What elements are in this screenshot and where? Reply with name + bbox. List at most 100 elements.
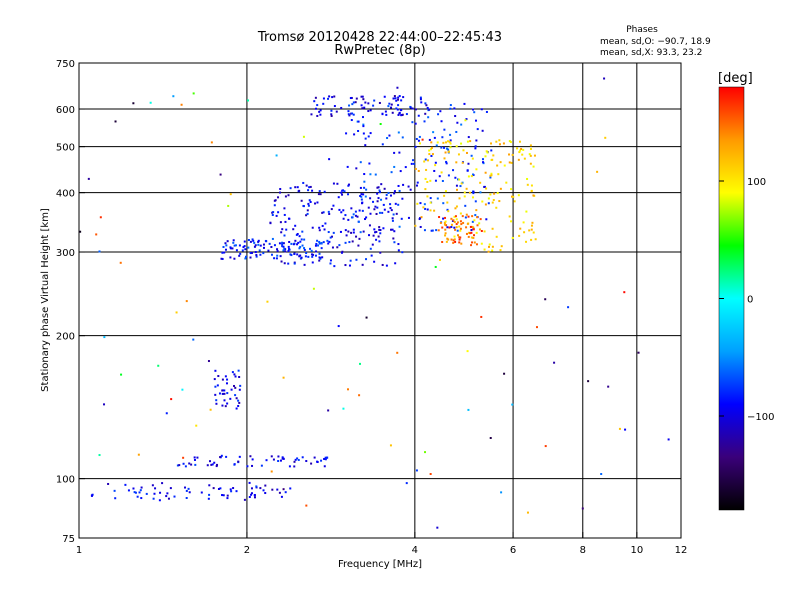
data-point (444, 216, 447, 219)
data-point (184, 486, 187, 489)
data-point (234, 244, 237, 247)
data-point (433, 169, 436, 172)
data-point (347, 218, 350, 221)
data-point (426, 180, 429, 183)
data-point (411, 107, 414, 110)
data-point (296, 186, 299, 189)
data-point (390, 171, 393, 174)
data-point (452, 169, 455, 172)
data-point (224, 248, 227, 251)
data-point (428, 149, 431, 152)
data-point (282, 249, 285, 252)
data-point (419, 202, 422, 205)
data-point (347, 193, 350, 196)
data-point (387, 105, 390, 108)
data-point (316, 239, 319, 242)
data-point (314, 244, 317, 247)
data-point (544, 298, 547, 301)
data-point (354, 101, 357, 104)
data-point (411, 121, 414, 124)
data-point (378, 191, 381, 194)
data-point (467, 215, 470, 218)
data-point (392, 213, 395, 216)
data-point (244, 248, 247, 251)
data-point (310, 462, 313, 465)
data-point (470, 154, 473, 157)
data-point (332, 182, 335, 185)
data-point (467, 136, 470, 139)
data-point (500, 245, 503, 248)
data-point (368, 234, 371, 237)
data-point (391, 219, 394, 222)
data-point (149, 101, 152, 104)
data-point (429, 473, 432, 476)
data-point (387, 210, 390, 213)
data-point (453, 226, 456, 229)
data-point (465, 226, 468, 229)
data-point (221, 392, 224, 395)
data-point (247, 239, 250, 242)
plot-frame (78, 62, 682, 539)
y-tick-label: 200 (56, 332, 75, 343)
data-point (461, 215, 464, 218)
data-point (445, 240, 448, 243)
colorbar-tick-label: −100 (747, 412, 774, 423)
data-point (214, 393, 217, 396)
data-point (447, 210, 450, 213)
data-point (419, 217, 422, 220)
data-point (347, 184, 350, 187)
data-point (277, 211, 280, 214)
data-point (372, 104, 375, 107)
data-point (235, 397, 238, 400)
data-point (429, 148, 432, 151)
data-point (532, 231, 535, 234)
data-point (377, 186, 380, 189)
data-point (234, 375, 237, 378)
data-point (459, 212, 462, 215)
data-point (237, 369, 240, 372)
data-point (311, 189, 314, 192)
data-point (496, 192, 499, 195)
data-point (219, 487, 222, 490)
data-point (284, 195, 287, 198)
data-point (348, 183, 351, 186)
data-point (452, 219, 455, 222)
y-tick-label: 75 (62, 534, 75, 545)
data-point (424, 188, 427, 191)
data-point (279, 221, 282, 224)
data-point (475, 168, 478, 171)
data-point (280, 260, 283, 263)
data-point (270, 455, 273, 458)
data-point (390, 209, 393, 212)
data-point (330, 109, 333, 112)
data-point (381, 211, 384, 214)
data-point (327, 409, 330, 412)
phases-box-line-o: mean, sd,O: −90.7, 18.9 (600, 37, 711, 47)
data-point (364, 137, 367, 140)
data-point (98, 250, 101, 253)
x-tick-label: 12 (675, 545, 688, 556)
data-point (324, 458, 327, 461)
data-point (214, 385, 217, 388)
data-point (596, 170, 599, 173)
data-point (265, 459, 268, 462)
data-point (484, 155, 487, 158)
x-tick-label: 10 (630, 545, 643, 556)
data-point (389, 444, 392, 447)
data-point (216, 463, 219, 466)
data-point (333, 265, 336, 268)
data-point (311, 261, 314, 264)
data-point (196, 456, 199, 459)
data-point (456, 221, 459, 224)
data-point (459, 229, 462, 232)
data-point (298, 235, 301, 238)
data-point (303, 263, 306, 266)
data-point (443, 128, 446, 131)
data-point (448, 140, 451, 143)
data-point (388, 102, 391, 105)
data-point (222, 494, 225, 497)
data-point (380, 183, 383, 186)
data-point (347, 388, 350, 391)
data-point (480, 242, 483, 245)
data-point (239, 384, 242, 387)
